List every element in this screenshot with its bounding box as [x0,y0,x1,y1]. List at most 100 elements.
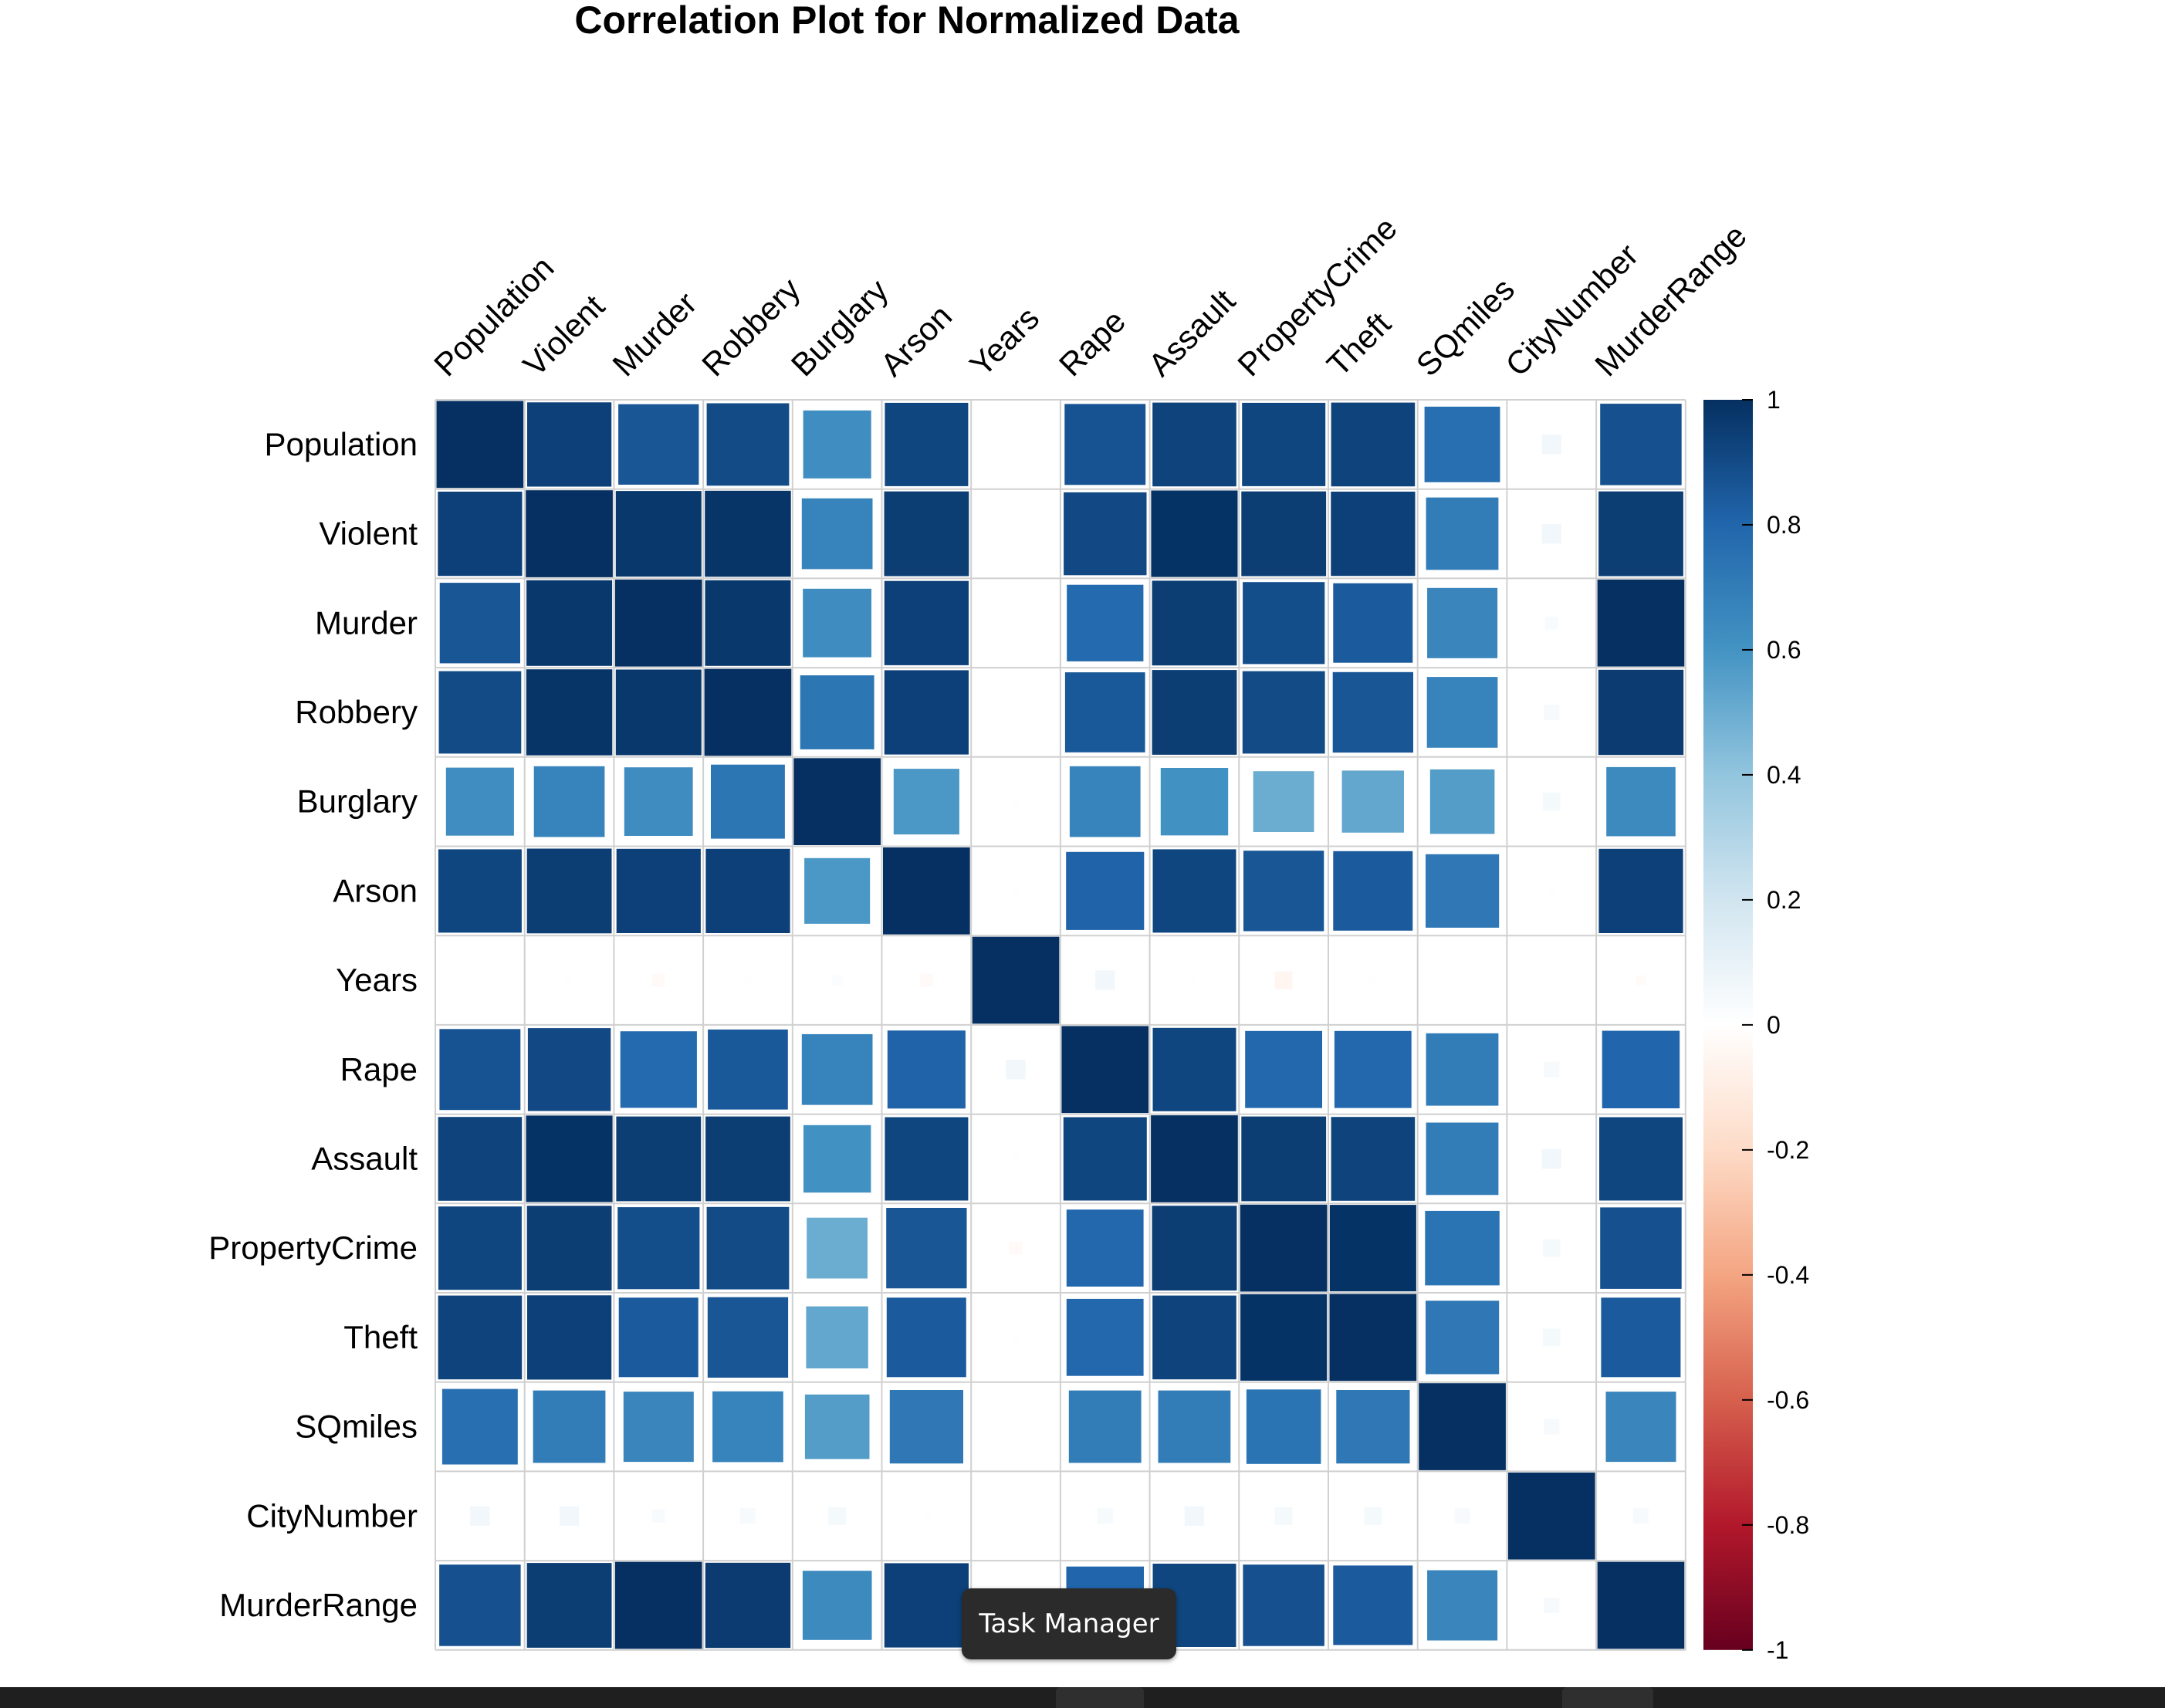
cell-Years-Violent [563,974,575,986]
cell-SQmiles-Assault [1155,1388,1233,1466]
cell-Burglary-Violent [531,763,607,840]
cell-Arson-Arson [881,845,973,937]
cell-CityNumber-Assault [1182,1503,1207,1528]
cell-SQmiles-SQmiles [1416,1381,1508,1473]
cell-PropertyCrime-SQmiles [1422,1208,1502,1288]
cell-Robbery-Burglary [797,673,877,752]
cell-Theft-SQmiles [1423,1298,1502,1377]
cell-Years-MurderRange [1633,972,1649,988]
cell-Population-Violent [525,400,614,489]
cell-Murder-PropertyCrime [1240,580,1328,667]
cell-CityNumber-MurderRange [1630,1506,1651,1527]
cell-Years-PropertyCrime [1272,969,1295,992]
cell-Violent-Assault [1148,488,1240,580]
cell-Assault-MurderRange [1597,1114,1685,1203]
cell-Robbery-Population [436,668,524,756]
cell-PropertyCrime-Population [435,1204,524,1293]
colorbar: 1 0.8 0.6 0.4 0.2 0 -0.2 -0.4 -0.6 -0.8 -1 [1703,386,1809,1664]
cell-MurderRange-Murder [612,1559,705,1652]
row-label-Years: Years [336,962,418,998]
row-label-SQmiles: SQmiles [295,1409,418,1445]
cell-Rape-Population [437,1026,523,1113]
cell-Arson-MurderRange [1596,846,1686,936]
cell-MurderRange-PropertyCrime [1240,1562,1327,1649]
cell-PropertyCrime-Assault [1149,1203,1240,1294]
cell-Robbery-Murder [613,667,704,758]
cell-Assault-Theft [1328,1114,1418,1203]
col-label-PropertyCrime: PropertyCrime [1230,210,1404,384]
cell-Violent-Rape [1061,489,1149,578]
cell-Years-Arson [917,971,935,989]
cell-Assault-Population [435,1114,525,1203]
cell-Robbery-Rape [1062,670,1148,755]
row-label-Rape: Rape [340,1051,418,1087]
taskbar [0,1687,2165,1708]
cell-PropertyCrime-Theft [1327,1202,1419,1294]
cell-Theft-PropertyCrime [1238,1291,1330,1383]
cell-Robbery-Assault [1149,668,1240,757]
row-label-Burglary: Burglary [297,783,418,820]
cell-CityNumber-Robbery [737,1506,759,1527]
cell-Violent-MurderRange [1596,489,1686,579]
taskbar-item[interactable] [1056,1687,1144,1708]
cell-Assault-Arson [882,1114,971,1203]
cell-Burglary-Murder [621,765,695,839]
col-label-MurderRange: MurderRange [1588,218,1754,384]
cell-Years-Murder [649,971,668,989]
cell-Burglary-Arson [891,766,962,837]
row-label-Murder: Murder [315,604,418,641]
cell-Assault-Burglary [801,1122,874,1196]
cell-Assault-Robbery [703,1114,793,1204]
cell-SQmiles-Rape [1066,1388,1144,1466]
cell-Murder-Population [437,580,523,666]
taskbar-tooltip: Task Manager [962,1588,1176,1659]
cell-Robbery-Theft [1330,669,1416,756]
cell-PropertyCrime-Violent [524,1203,614,1294]
cell-PropertyCrime-Burglary [804,1215,870,1281]
cell-Years-Rape [1093,968,1118,993]
cell-CityNumber-SQmiles [1452,1506,1473,1527]
col-label-Assault: Assault [1142,282,1243,384]
colorbar-tick-label: -0.2 [1767,1136,1809,1164]
row-label-CityNumber: CityNumber [246,1497,418,1534]
cell-Assault-SQmiles [1423,1120,1501,1198]
cell-CityNumber-Population [468,1503,492,1528]
cell-Assault-Assault [1148,1113,1240,1205]
cell-Theft-Population [435,1293,525,1382]
cell-MurderRange-Population [437,1562,523,1649]
cell-Arson-Theft [1331,848,1416,933]
cell-Robbery-Robbery [702,666,794,759]
cell-PropertyCrime-Rape [1064,1207,1146,1289]
col-label-Robbery: Robbery [695,271,807,383]
taskbar-item[interactable] [1562,1687,1653,1708]
cell-Burglary-PropertyCrime [1250,769,1317,835]
cell-Arson-CityNumber [1546,885,1558,897]
cell-SQmiles-Population [439,1386,520,1467]
cell-Population-Robbery [704,401,792,489]
cell-Population-Assault [1150,400,1239,489]
cell-Theft-Years [1010,1331,1022,1344]
col-label-Years: Years [962,299,1046,383]
cell-Robbery-SQmiles [1424,675,1500,750]
cell-Years-Burglary [830,972,845,988]
cell-Population-Theft [1328,400,1418,489]
cell-Rape-Arson [885,1028,968,1111]
cell-Violent-PropertyCrime [1239,489,1329,579]
cell-Violent-CityNumber [1539,521,1564,546]
colorbar-tick-label: 0.8 [1767,511,1801,539]
cell-Arson-Violent [524,846,614,936]
cell-CityNumber-CityNumber [1505,1470,1598,1562]
cell-Population-SQmiles [1422,404,1503,485]
cell-Violent-Violent [523,488,615,580]
cell-Burglary-Burglary [791,756,884,847]
cell-MurderRange-Theft [1331,1563,1416,1648]
cell-Assault-CityNumber [1539,1146,1564,1172]
cell-Violent-Population [435,489,525,579]
col-label-Burglary: Burglary [784,272,895,384]
cell-Violent-Arson [881,489,972,579]
colorbar-tick-label: 0.6 [1767,636,1801,664]
cell-Arson-Murder [614,846,703,936]
cell-CityNumber-Arson [921,1510,932,1522]
cell-Arson-PropertyCrime [1241,848,1327,934]
col-label-SQmiles: SQmiles [1409,271,1521,383]
